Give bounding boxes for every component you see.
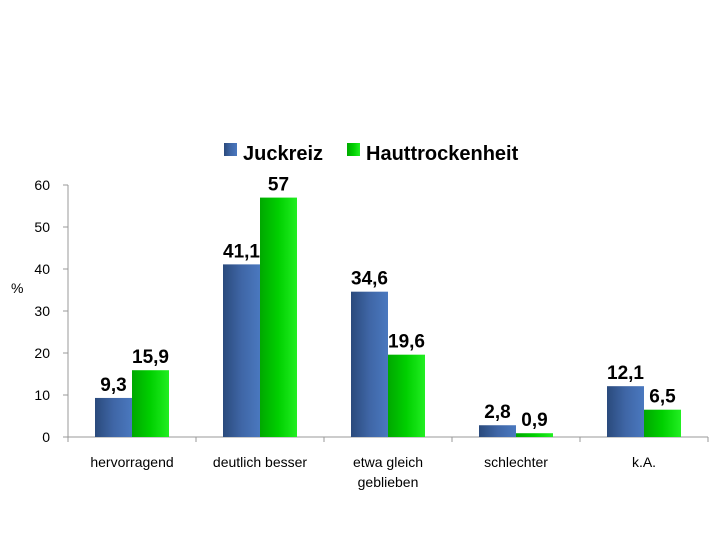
data-label-juckreiz: 34,6 [351, 269, 388, 290]
bar-hauttrockenheit [132, 370, 169, 437]
bar-juckreiz [351, 291, 388, 437]
y-tick-label: 40 [34, 261, 50, 277]
legend-swatch-juckreiz [224, 143, 237, 156]
y-axis-label: % [11, 280, 23, 296]
legend-label-juckreiz: Juckreiz [243, 143, 323, 165]
bar-juckreiz [607, 386, 644, 437]
y-tick-label: 20 [34, 345, 50, 361]
data-label-hauttrockenheit: 19,6 [388, 332, 425, 353]
bar-juckreiz [223, 264, 260, 437]
bar-hauttrockenheit [388, 354, 425, 437]
bar-hauttrockenheit [260, 197, 297, 437]
data-label-hauttrockenheit: 0,9 [521, 410, 547, 431]
y-tick-label: 10 [34, 387, 50, 403]
bar-hauttrockenheit [516, 433, 553, 437]
y-tick-label: 50 [34, 219, 50, 235]
data-label-hauttrockenheit: 15,9 [132, 347, 169, 368]
category-labels: hervorragend deutlich besser etwa gleich ge… [90, 454, 656, 490]
y-ticks: 0 10 20 30 40 50 60 [34, 177, 68, 445]
legend-swatch-hauttrockenheit [347, 143, 360, 156]
data-label-juckreiz: 41,1 [223, 241, 260, 262]
x-ticks [67, 437, 709, 442]
y-tick-label: 0 [42, 429, 50, 445]
data-label-juckreiz: 9,3 [100, 375, 126, 396]
category-label: k.A. [632, 454, 656, 470]
data-labels: 9,3 15,9 41,1 57 34,6 19,6 2,8 0,9 12,16,5 [100, 175, 676, 432]
bar-juckreiz [95, 397, 132, 437]
category-label: hervorragend [90, 454, 173, 470]
legend-label-hauttrockenheit: Hauttrockenheit [366, 143, 519, 165]
legend: Juckreiz Hauttrockenheit [224, 143, 519, 165]
category-label: etwa gleich [353, 454, 423, 470]
y-tick-label: 60 [34, 177, 50, 193]
bars [95, 197, 681, 437]
data-label-juckreiz: 12,1 [607, 363, 644, 384]
category-label: deutlich besser [213, 454, 308, 470]
category-label: schlechter [484, 454, 548, 470]
y-tick-label: 30 [34, 303, 50, 319]
bar-juckreiz [479, 425, 516, 437]
data-label-hauttrockenheit: 6,5 [649, 387, 676, 408]
category-label: geblieben [358, 474, 419, 490]
data-label-juckreiz: 2,8 [484, 402, 510, 423]
bar-hauttrockenheit [644, 409, 681, 437]
data-label-hauttrockenheit: 57 [268, 175, 289, 196]
